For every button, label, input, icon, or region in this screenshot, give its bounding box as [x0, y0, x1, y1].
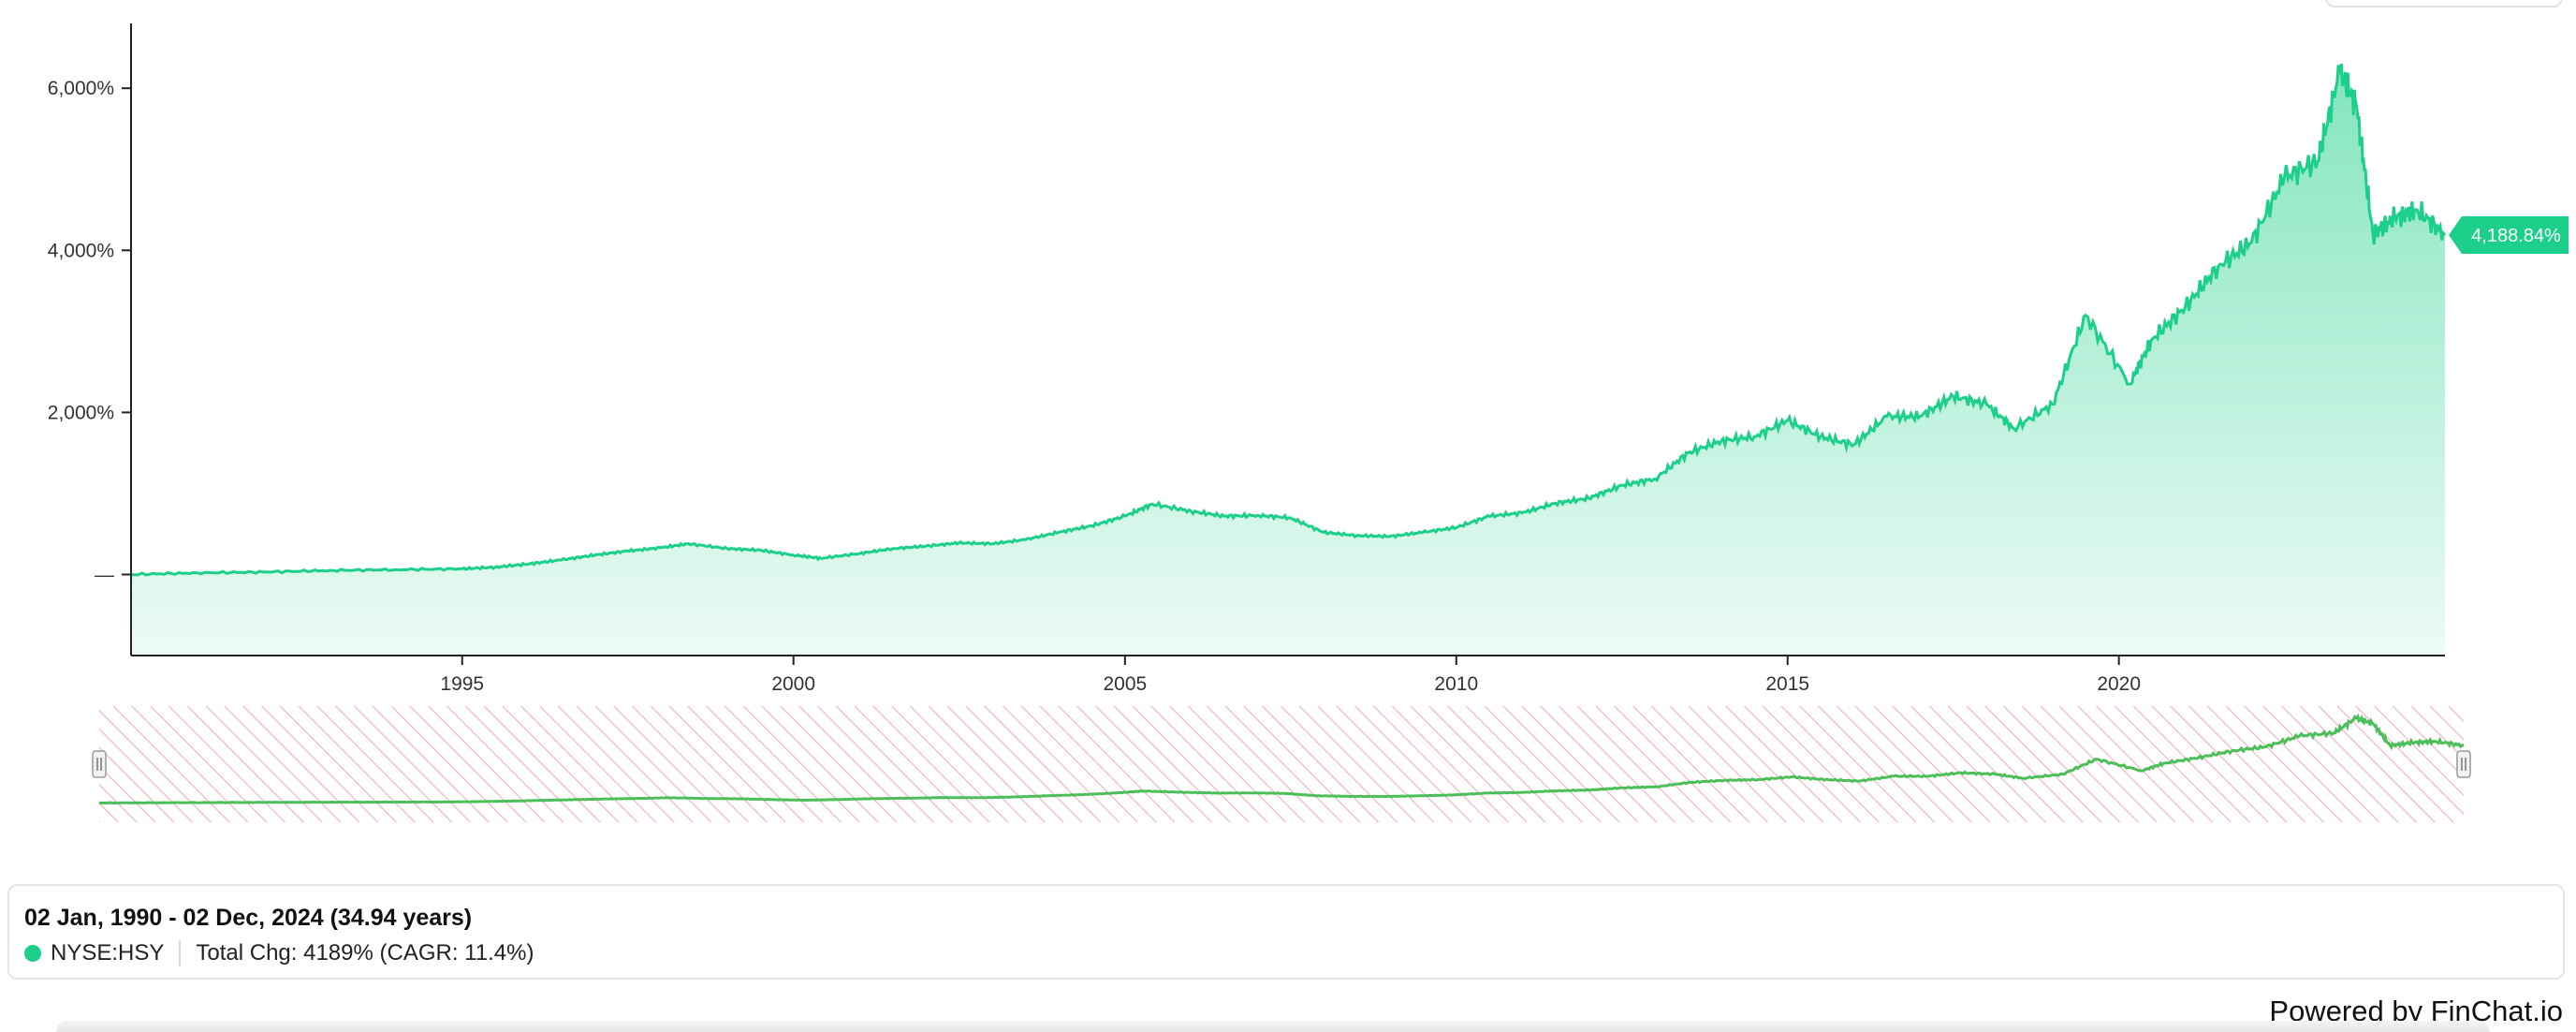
series-line-nyse-hsy — [130, 63, 2447, 577]
bottom-panel-edge — [56, 1021, 2490, 1032]
navigator-series-line — [99, 713, 2465, 805]
performance-chart: — 2,000% 4,000% 6,000% 1995 2000 2005 2010 2015 2… — [48, 23, 2569, 822]
y-tick-label: 4,000% — [48, 240, 114, 261]
y-tick-label: — — [95, 564, 114, 585]
x-tick-label: 2015 — [1765, 673, 1809, 695]
x-tick-label: 1995 — [440, 673, 484, 695]
x-tick-label: 2000 — [771, 673, 815, 695]
last-value-badge — [2449, 215, 2569, 254]
x-tick-label: 2020 — [2097, 673, 2141, 695]
chart-area: — 2,000% 4,000% 6,000% 1995 2000 2005 2010 2015 2… — [48, 23, 2569, 822]
total-change-text: Total Chg: 4189% (CAGR: 11.4%) — [196, 940, 534, 966]
navigator-selection-hatch — [99, 706, 2464, 822]
date-range-text: 02 Jan, 1990 - 02 Dec, 2024 (34.94 years… — [24, 905, 473, 931]
legend-ticker: NYSE:HSY — [51, 940, 165, 966]
divider — [179, 940, 182, 966]
navigator-right-handle[interactable] — [2456, 750, 2471, 778]
series-area-nyse-hsy — [131, 64, 2445, 656]
summary-legend-row: NYSE:HSY Total Chg: 4189% (CAGR: 11.4%) — [24, 940, 534, 966]
last-value-label: 4,188.84% — [2471, 226, 2561, 246]
navigator-left-handle[interactable] — [92, 750, 107, 778]
x-tick-label: 2005 — [1103, 673, 1147, 695]
summary-card: 02 Jan, 1990 - 02 Dec, 2024 (34.94 years… — [7, 884, 2565, 980]
y-tick-label: 6,000% — [48, 78, 114, 99]
x-tick-label: 2010 — [1434, 673, 1478, 695]
series-color-dot — [24, 945, 41, 962]
y-tick-label: 2,000% — [48, 402, 114, 423]
